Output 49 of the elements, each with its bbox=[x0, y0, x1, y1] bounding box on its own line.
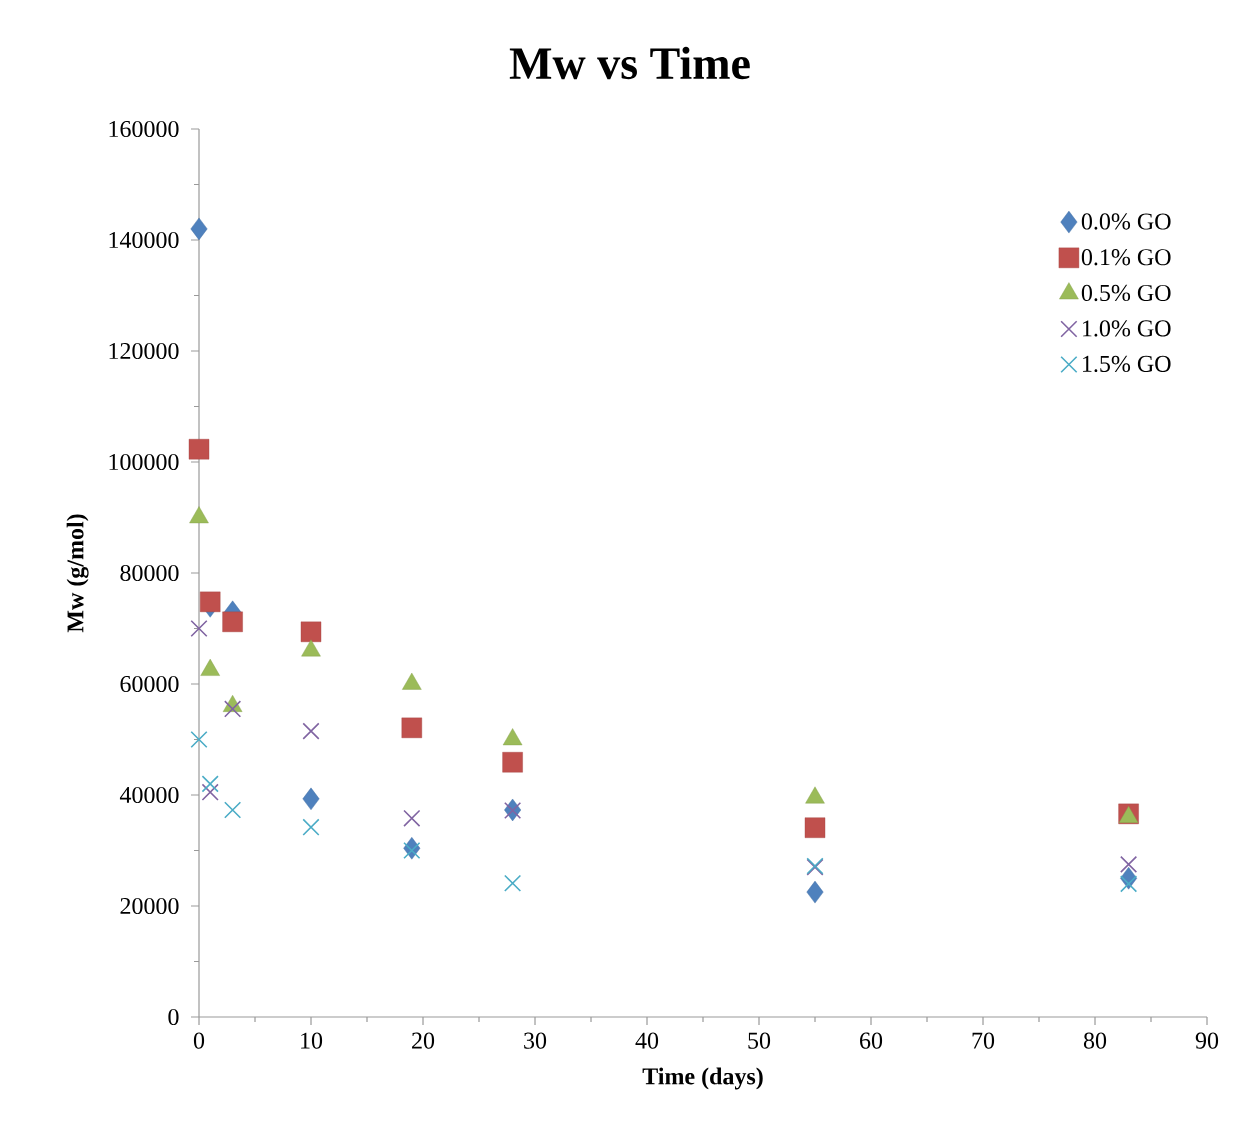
y-tick-label: 20000 bbox=[120, 897, 179, 915]
x-axis-title: Time (days) bbox=[642, 1067, 763, 1090]
x-tick-label: 60 bbox=[860, 1032, 883, 1049]
legend-label: 0.5% GO bbox=[1081, 284, 1171, 302]
point bbox=[806, 880, 824, 904]
x-tick-label: 30 bbox=[524, 1032, 547, 1049]
y-tick-label: 100000 bbox=[109, 453, 179, 471]
legend-label: 0.0% GO bbox=[1081, 213, 1171, 230]
point bbox=[302, 818, 320, 836]
legend-label: 1.0% GO bbox=[1083, 320, 1171, 337]
point bbox=[502, 752, 523, 773]
point bbox=[190, 730, 208, 749]
x-tick-label: 90 bbox=[1195, 1032, 1219, 1049]
point bbox=[302, 787, 320, 811]
point bbox=[1120, 855, 1138, 873]
point bbox=[201, 783, 219, 801]
point bbox=[190, 619, 208, 638]
point bbox=[200, 591, 221, 613]
legend-label: 0.1% GO bbox=[1081, 249, 1171, 266]
y-tick-label: 0 bbox=[168, 1008, 179, 1026]
point bbox=[224, 801, 242, 819]
point bbox=[403, 809, 421, 827]
point bbox=[188, 439, 210, 460]
y-tick-label: 60000 bbox=[120, 675, 179, 693]
y-tick-label: 140000 bbox=[109, 231, 179, 249]
x-tick-label: 20 bbox=[412, 1032, 435, 1049]
point bbox=[804, 817, 826, 838]
legend-label: 1.5% GO bbox=[1083, 355, 1171, 373]
x-tick-label: 40 bbox=[635, 1032, 659, 1049]
point bbox=[222, 611, 243, 633]
x-tick-label: 50 bbox=[748, 1032, 771, 1049]
point bbox=[300, 621, 322, 643]
y-tick-label: 160000 bbox=[109, 120, 179, 138]
x-tick-label: 10 bbox=[301, 1032, 323, 1049]
point bbox=[401, 717, 422, 739]
x-tick-label: 70 bbox=[972, 1032, 995, 1049]
point bbox=[302, 722, 320, 740]
point bbox=[201, 775, 219, 793]
point bbox=[224, 700, 242, 718]
point bbox=[190, 217, 208, 241]
point bbox=[504, 874, 522, 892]
y-tick-label: 120000 bbox=[109, 342, 179, 360]
y-tick-label: 80000 bbox=[120, 564, 179, 582]
x-tick-label: 80 bbox=[1083, 1032, 1107, 1049]
x-tick-label: 0 bbox=[193, 1032, 205, 1049]
y-axis-title: Mw (g/mol) bbox=[66, 514, 89, 633]
chart-title: Mw vs Time bbox=[509, 46, 750, 80]
y-tick-label: 40000 bbox=[119, 786, 179, 804]
point bbox=[1120, 875, 1138, 893]
